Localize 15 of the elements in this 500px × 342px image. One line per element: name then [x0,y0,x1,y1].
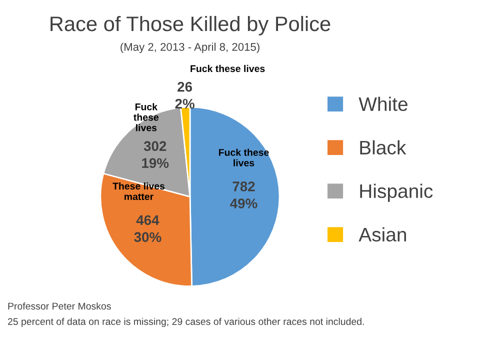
legend-label: Black [360,140,406,155]
text: 25 percent of data on race is missing; 29 cases of various other races not included. [8,318,364,327]
data-label: 782 49% [230,182,258,208]
legend-label: Asian [358,227,406,242]
data-label: 302 19% [142,141,169,168]
text: Fuck these lives [190,64,265,72]
text: These lives matter [112,182,165,200]
data-label: 26 2% [175,82,194,109]
text: Professor Peter Moskos [8,302,111,310]
chart-title: Race of Those Killed by Police [50,16,330,36]
data-label: 464 30% [134,215,162,242]
legend-label: White [358,96,408,112]
text: Fuck these lives [134,103,159,132]
legend-label: Hispanic [360,184,433,202]
chart-subtitle: (May 2, 2013 - April 8, 2015) [120,42,260,54]
